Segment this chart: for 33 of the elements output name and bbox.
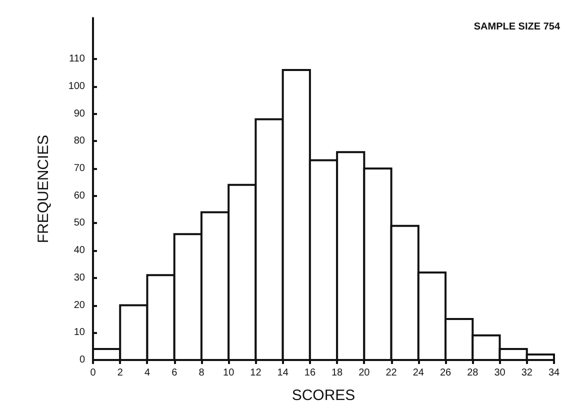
y-tick-label: 100	[68, 80, 86, 92]
x-tick-label: 24	[412, 368, 424, 378]
y-tick-label: 40	[74, 245, 86, 256]
x-tick-label: 20	[358, 368, 370, 378]
x-axis-title: SCORES	[292, 387, 356, 404]
x-tick-label: 16	[304, 368, 316, 378]
x-tick-label: 22	[386, 368, 398, 378]
y-tick-label: 10	[74, 327, 86, 338]
y-tick-label: 80	[74, 136, 86, 147]
x-tick-label: 26	[440, 368, 452, 378]
x-tick-label: 32	[521, 368, 533, 378]
x-tick-label: 12	[250, 368, 262, 378]
x-tick-label: 34	[548, 368, 560, 378]
x-tick-label: 8	[198, 368, 205, 378]
x-tick-label: 18	[331, 368, 344, 378]
x-tick-label: 10	[223, 368, 235, 378]
y-tick-label: 70	[74, 162, 86, 174]
y-tick-label: 110	[69, 54, 86, 65]
x-tick-label: 30	[494, 368, 506, 378]
y-tick-label: 90	[74, 108, 86, 120]
x-tick-label: 28	[467, 368, 479, 378]
y-tick-label: 20	[74, 300, 86, 311]
y-tick-label: 0	[79, 354, 86, 366]
y-tick-label: 30	[74, 272, 86, 284]
y-tick-label: 60	[74, 190, 86, 202]
x-tick-label: 6	[172, 368, 178, 378]
x-tick-label: 0	[90, 368, 96, 378]
x-tick-label: 2	[117, 368, 124, 378]
y-axis-title: FREQUENCIES	[35, 134, 52, 244]
x-tick-label: 14	[277, 368, 289, 378]
y-tick-label: 50	[74, 218, 86, 229]
x-tick-label: 4	[144, 368, 150, 378]
annotation: SAMPLE SIZE 754	[474, 22, 560, 32]
